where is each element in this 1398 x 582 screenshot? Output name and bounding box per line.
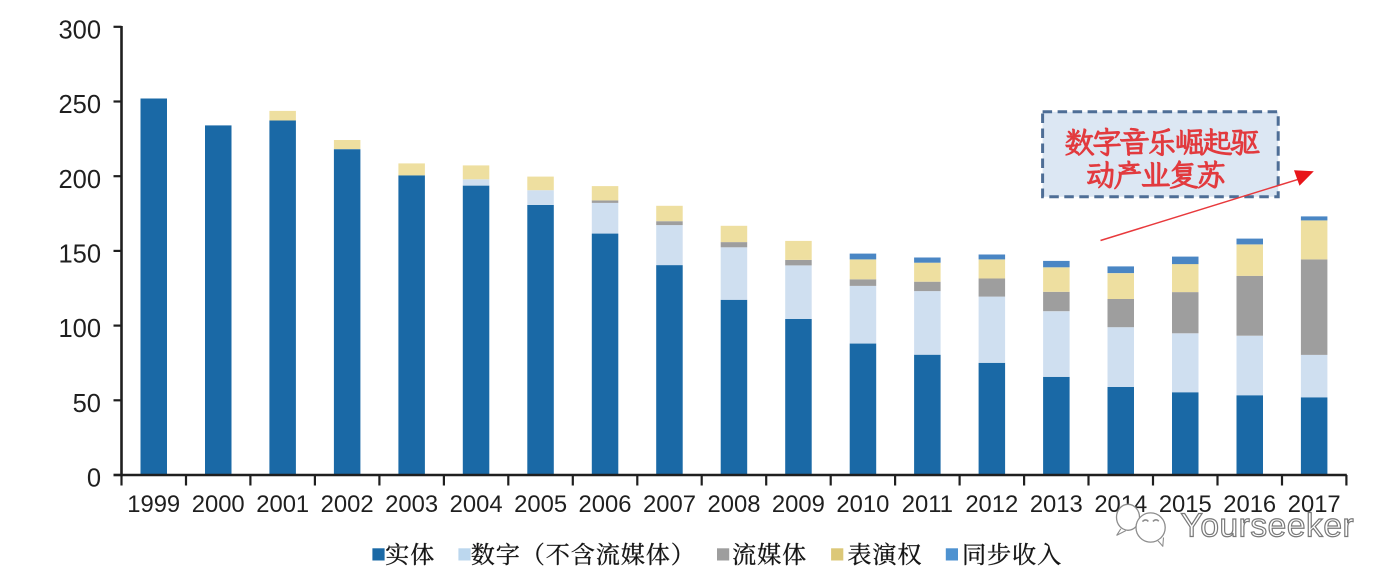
svg-text:Yourseeker: Yourseeker xyxy=(1181,508,1355,545)
svg-text:2007: 2007 xyxy=(643,491,696,518)
svg-text:2006: 2006 xyxy=(579,491,632,518)
svg-text:2009: 2009 xyxy=(772,491,825,518)
svg-text:2017: 2017 xyxy=(1288,491,1341,518)
svg-text:2003: 2003 xyxy=(385,491,438,518)
svg-text:2011: 2011 xyxy=(902,491,953,518)
svg-text:100: 100 xyxy=(58,315,101,343)
svg-text:300: 300 xyxy=(58,16,101,44)
svg-text:50: 50 xyxy=(73,390,101,418)
svg-text:2010: 2010 xyxy=(836,491,889,518)
svg-text:2012: 2012 xyxy=(965,491,1018,518)
svg-text:2015: 2015 xyxy=(1159,491,1212,518)
svg-text:0: 0 xyxy=(87,465,101,493)
svg-text:2005: 2005 xyxy=(514,491,567,518)
svg-text:2004: 2004 xyxy=(450,491,503,518)
svg-text:2002: 2002 xyxy=(321,491,374,518)
svg-text:250: 250 xyxy=(58,91,101,119)
svg-text:2008: 2008 xyxy=(708,491,761,518)
svg-text:2000: 2000 xyxy=(192,491,245,518)
svg-text:2016: 2016 xyxy=(1223,491,1276,518)
svg-text:200: 200 xyxy=(58,166,101,194)
svg-text:2001: 2001 xyxy=(256,491,309,518)
svg-text:1999: 1999 xyxy=(127,491,180,518)
svg-text:2013: 2013 xyxy=(1030,491,1083,518)
svg-text:150: 150 xyxy=(58,241,101,269)
